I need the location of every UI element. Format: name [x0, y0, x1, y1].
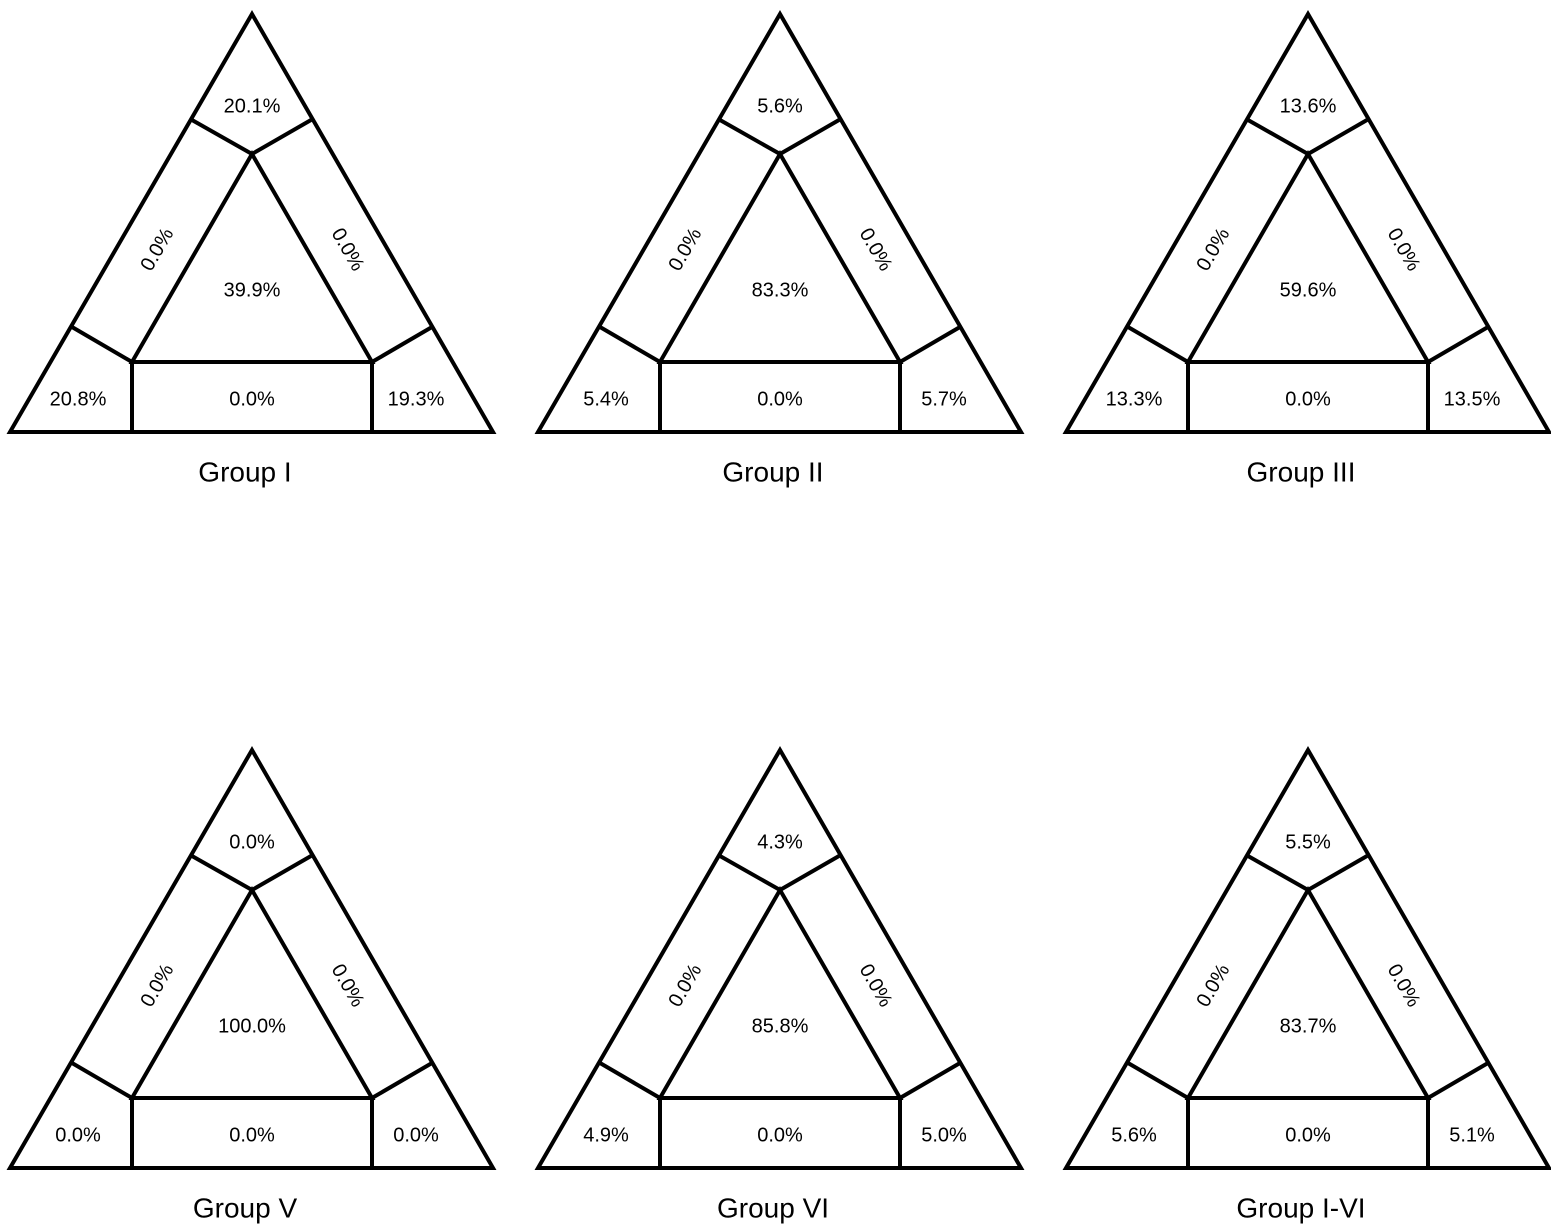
triangle-panel: 5.6% 0.0% 0.0% 83.3% 5.4% 0.0% 5.7% Group II	[534, 10, 1025, 487]
cell-label-left-side: 0.0%	[136, 960, 178, 1011]
cell-label-bottom-right: 0.0%	[393, 1124, 439, 1146]
group-title: Group V	[193, 1192, 298, 1223]
inner-triangle	[656, 149, 904, 364]
outer-triangle	[6, 746, 497, 1170]
cell-label-bottom-middle: 0.0%	[229, 1124, 275, 1146]
cell-label-right-side: 0.0%	[327, 224, 369, 275]
group-title: Group VI	[717, 1192, 829, 1223]
outer-triangle	[1062, 746, 1551, 1170]
divider-top-right	[1307, 854, 1368, 892]
cell-label-top: 4.3%	[757, 831, 803, 853]
divider-right	[898, 325, 962, 364]
cell-label-bottom-middle: 0.0%	[1285, 388, 1331, 410]
divider-right	[898, 1061, 962, 1100]
group-title: Group I-VI	[1236, 1192, 1365, 1223]
cell-label-center: 59.6%	[1280, 279, 1337, 301]
divider-left	[598, 325, 662, 364]
cell-label-top: 5.5%	[1285, 831, 1331, 853]
divider-top-right	[251, 118, 312, 156]
triangle-panel: 5.5% 0.0% 0.0% 83.7% 5.6% 0.0% 5.1% Group I-VI	[1062, 746, 1551, 1223]
divider-right	[370, 1061, 434, 1100]
triangle-panel: 20.1% 0.0% 0.0% 39.9% 20.8% 0.0% 19.3% Group I	[6, 10, 497, 487]
cell-label-bottom-right: 5.1%	[1449, 1124, 1495, 1146]
divider-top-left	[1247, 118, 1309, 156]
triangle-panel: 4.3% 0.0% 0.0% 85.8% 4.9% 0.0% 5.0% Group VI	[534, 746, 1025, 1223]
divider-top-left	[191, 118, 253, 156]
outer-triangle	[6, 10, 497, 434]
divider-top-right	[1307, 118, 1368, 156]
cell-label-bottom-middle: 0.0%	[229, 388, 275, 410]
cell-label-center: 83.3%	[752, 279, 809, 301]
cell-label-center: 83.7%	[1280, 1015, 1337, 1037]
group-title: Group II	[722, 456, 823, 487]
cell-label-center: 39.9%	[224, 279, 281, 301]
divider-top-left	[1247, 854, 1309, 892]
cell-label-bottom-right: 5.7%	[921, 388, 967, 410]
cell-label-top: 0.0%	[229, 831, 275, 853]
divider-top-left	[191, 854, 253, 892]
cell-label-bottom-right: 5.0%	[921, 1124, 967, 1146]
group-title: Group III	[1247, 456, 1356, 487]
cell-label-bottom-left: 4.9%	[583, 1124, 629, 1146]
cell-label-right-side: 0.0%	[327, 960, 369, 1011]
divider-right	[370, 325, 434, 364]
cell-label-left-side: 0.0%	[1192, 224, 1234, 275]
cell-label-left-side: 0.0%	[664, 224, 706, 275]
cell-label-bottom-left: 5.4%	[583, 388, 629, 410]
triangle-panel: 0.0% 0.0% 0.0% 100.0% 0.0% 0.0% 0.0% Group V	[6, 746, 497, 1223]
inner-triangle	[656, 885, 904, 1100]
triangle-panel: 13.6% 0.0% 0.0% 59.6% 13.3% 0.0% 13.5% Group II…	[1062, 10, 1551, 487]
divider-top-right	[251, 854, 312, 892]
divider-top-left	[719, 118, 781, 156]
cell-label-bottom-right: 19.3%	[388, 388, 445, 410]
inner-triangle	[1184, 885, 1432, 1100]
divider-right	[1426, 325, 1490, 364]
divider-left	[70, 1061, 134, 1100]
cell-label-bottom-middle: 0.0%	[1285, 1124, 1331, 1146]
cell-label-bottom-middle: 0.0%	[757, 1124, 803, 1146]
outer-triangle	[534, 10, 1025, 434]
cell-label-left-side: 0.0%	[1192, 960, 1234, 1011]
divider-top-left	[719, 854, 781, 892]
cell-label-bottom-left: 20.8%	[50, 388, 107, 410]
divider-left	[598, 1061, 662, 1100]
inner-triangle	[1184, 149, 1432, 364]
outer-triangle	[1062, 10, 1551, 434]
inner-triangle	[128, 885, 376, 1100]
cell-label-bottom-left: 0.0%	[55, 1124, 101, 1146]
cell-label-top: 13.6%	[1280, 95, 1337, 117]
divider-top-right	[779, 854, 840, 892]
cell-label-bottom-right: 13.5%	[1444, 388, 1501, 410]
cell-label-bottom-left: 13.3%	[1106, 388, 1163, 410]
cell-label-left-side: 0.0%	[664, 960, 706, 1011]
cell-label-bottom-middle: 0.0%	[757, 388, 803, 410]
cell-label-right-side: 0.0%	[855, 224, 897, 275]
divider-left	[1126, 325, 1190, 364]
cell-label-right-side: 0.0%	[855, 960, 897, 1011]
cell-label-right-side: 0.0%	[1383, 960, 1425, 1011]
cell-label-top: 5.6%	[757, 95, 803, 117]
cell-label-center: 85.8%	[752, 1015, 809, 1037]
divider-top-right	[779, 118, 840, 156]
outer-triangle	[534, 746, 1025, 1170]
cell-label-left-side: 0.0%	[136, 224, 178, 275]
cell-label-center: 100.0%	[218, 1015, 286, 1037]
divider-right	[1426, 1061, 1490, 1100]
divider-left	[70, 325, 134, 364]
cell-label-bottom-left: 5.6%	[1111, 1124, 1157, 1146]
cell-label-right-side: 0.0%	[1383, 224, 1425, 275]
inner-triangle	[128, 149, 376, 364]
cell-label-top: 20.1%	[224, 95, 281, 117]
group-title: Group I	[198, 456, 291, 487]
divider-left	[1126, 1061, 1190, 1100]
